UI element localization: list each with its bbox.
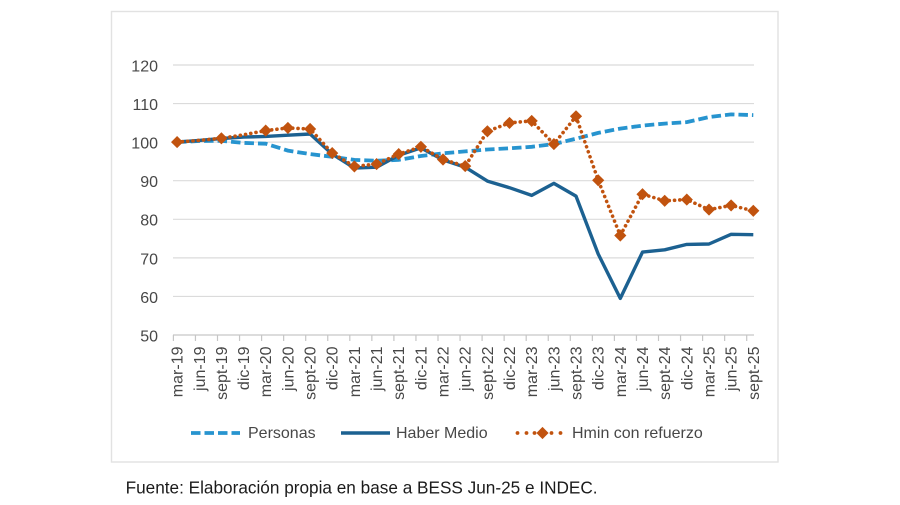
svg-text:sept-22: sept-22 — [480, 346, 497, 399]
svg-text:sept-20: sept-20 — [303, 346, 320, 399]
svg-text:sept-21: sept-21 — [391, 346, 408, 399]
svg-text:mar-24: mar-24 — [613, 346, 630, 397]
svg-text:jun-20: jun-20 — [280, 346, 297, 392]
svg-text:Fuente: Elaboración propia en: Fuente: Elaboración propia en base a BES… — [126, 478, 598, 498]
svg-text:80: 80 — [140, 213, 158, 230]
svg-text:90: 90 — [140, 174, 158, 191]
svg-text:sept-19: sept-19 — [214, 346, 231, 399]
svg-text:Haber Medio: Haber Medio — [396, 425, 488, 442]
svg-text:dic-24: dic-24 — [679, 346, 696, 390]
svg-text:110: 110 — [132, 97, 158, 114]
svg-text:mar-22: mar-22 — [436, 346, 453, 397]
svg-text:50: 50 — [140, 328, 158, 345]
svg-text:70: 70 — [140, 251, 158, 268]
svg-text:100: 100 — [131, 136, 158, 153]
svg-text:sept-24: sept-24 — [657, 346, 674, 399]
svg-text:mar-21: mar-21 — [347, 346, 364, 397]
svg-text:Personas: Personas — [248, 425, 316, 442]
svg-text:mar-20: mar-20 — [258, 346, 275, 397]
svg-text:jun-25: jun-25 — [724, 346, 741, 392]
svg-text:Hmin con refuerzo: Hmin con refuerzo — [572, 425, 703, 442]
svg-text:dic-22: dic-22 — [502, 346, 519, 390]
svg-text:dic-20: dic-20 — [325, 346, 342, 390]
svg-text:sept-23: sept-23 — [569, 346, 586, 399]
svg-text:jun-22: jun-22 — [458, 346, 475, 392]
svg-text:jun-21: jun-21 — [369, 346, 386, 392]
svg-text:mar-23: mar-23 — [524, 346, 541, 397]
svg-text:mar-19: mar-19 — [170, 346, 187, 397]
svg-text:dic-19: dic-19 — [236, 346, 253, 390]
svg-text:sept-25: sept-25 — [746, 346, 763, 399]
svg-text:mar-25: mar-25 — [702, 346, 719, 397]
svg-text:jun-23: jun-23 — [546, 346, 563, 392]
svg-text:120: 120 — [131, 58, 158, 75]
svg-text:jun-24: jun-24 — [635, 346, 652, 392]
svg-text:60: 60 — [140, 290, 158, 307]
svg-text:jun-19: jun-19 — [192, 346, 209, 392]
svg-text:dic-23: dic-23 — [591, 346, 608, 390]
svg-text:dic-21: dic-21 — [413, 346, 430, 390]
